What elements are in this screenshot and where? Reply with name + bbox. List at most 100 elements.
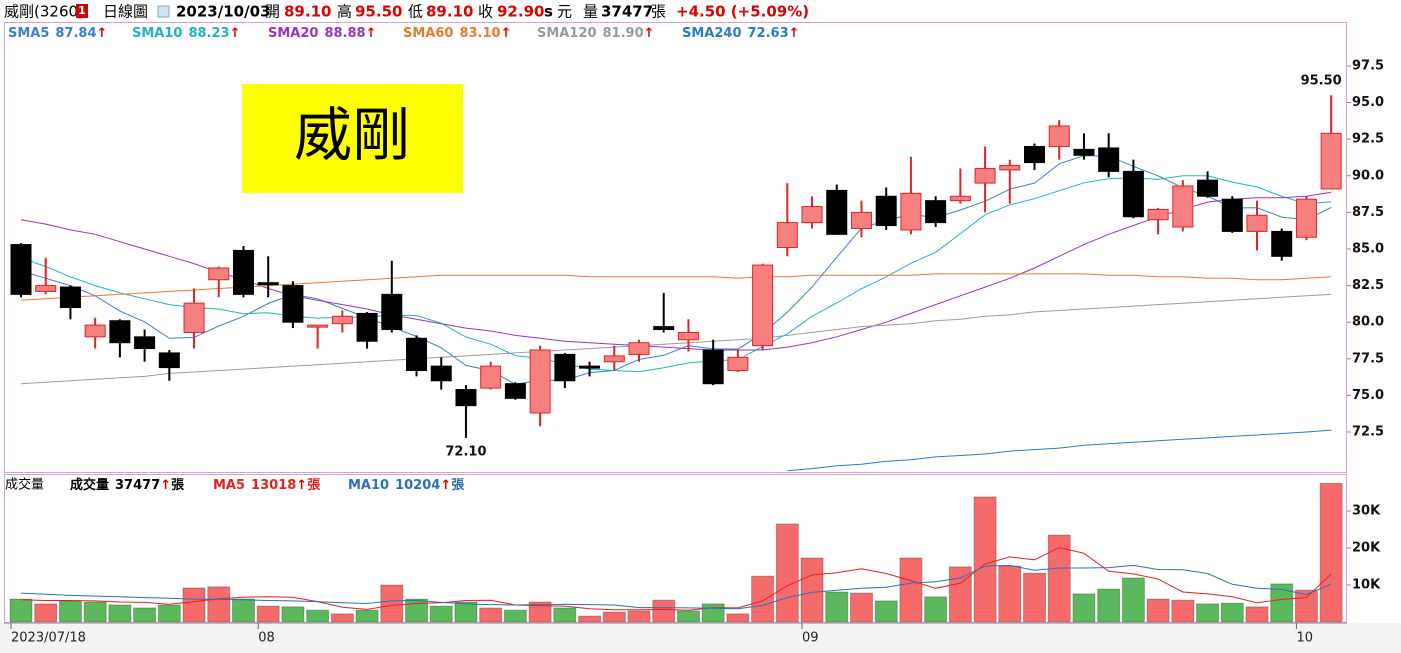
y-tick-label: 30K (1352, 504, 1381, 519)
y-tick-label: 82.5 (1352, 278, 1384, 293)
legend-name: SMA120 (537, 26, 597, 41)
field-value: 89.10 (426, 3, 473, 21)
candle-body (875, 195, 897, 227)
candle-body (1197, 179, 1219, 197)
y-tick-label: 95.0 (1352, 95, 1384, 110)
ma-line (787, 429, 1332, 472)
volume-ma-line (20, 547, 1332, 611)
volume-bar (380, 584, 404, 622)
volume-bar (330, 613, 354, 622)
y-tick-label: 77.5 (1352, 351, 1384, 366)
legend-entry: SMA20 88.88↑ (268, 26, 376, 41)
volume-bar (849, 592, 873, 622)
candle-body (1221, 198, 1243, 232)
badge: 1 (78, 4, 86, 17)
volume-bar (1072, 593, 1096, 622)
candle-body (381, 293, 403, 331)
candle-body (356, 312, 378, 342)
legend-trend: ↑ (296, 478, 307, 493)
volume-bar (1023, 572, 1047, 622)
candle-body (727, 356, 749, 372)
volume-bar (1245, 606, 1269, 622)
legend-trend: ↑ (366, 26, 377, 41)
legend-trend: ↑ (440, 478, 451, 493)
candle-body (1295, 198, 1317, 238)
legend-unit: 張 (171, 478, 185, 493)
candle-body (752, 264, 774, 347)
x-tick-label: 09 (802, 631, 819, 646)
volume-bar (1097, 588, 1121, 622)
legend-trend: ↑ (160, 478, 171, 493)
legend-name: 成交量 (70, 477, 109, 493)
ma-line (20, 293, 1332, 385)
max-label: 95.50 (1301, 74, 1342, 89)
ma-line (20, 175, 1332, 373)
volume: 37477 (601, 3, 653, 21)
date: 2023/10/03 (176, 3, 270, 21)
candle-body (554, 353, 576, 382)
legend-value: 88.23 (188, 26, 229, 41)
field-label: 收 (478, 3, 493, 21)
candle-body (1246, 214, 1268, 232)
candle-body (307, 324, 329, 328)
volume-bar (652, 599, 676, 622)
checkbox[interactable] (157, 5, 170, 18)
volume-bar (503, 609, 527, 622)
change: +4.50 (+5.09%) (676, 3, 809, 21)
candle-body (455, 389, 477, 407)
field-value: 95.50 (355, 3, 402, 21)
y-tick-label: 10K (1352, 578, 1381, 593)
volume-bar (231, 598, 255, 622)
volume-bar (1047, 534, 1071, 622)
volume-bar (726, 613, 750, 622)
volume-bar (405, 598, 429, 622)
legend-value: 81.90 (603, 26, 644, 41)
volume-bar (602, 611, 626, 622)
volume-bar (899, 557, 923, 622)
volume-bar (1319, 482, 1343, 622)
legend-name: SMA240 (682, 26, 742, 41)
volume-bar (998, 565, 1022, 622)
legend-trend: ↑ (644, 26, 655, 41)
volume-bar (775, 523, 799, 622)
legend-trend: ↑ (789, 26, 800, 41)
candle-body (10, 244, 32, 295)
currency: 元 (557, 3, 572, 21)
volume-bar (948, 566, 972, 622)
date-strip (0, 623, 1401, 653)
x-tick-label: 2023/07/18 (11, 631, 86, 646)
volume-bar (281, 606, 305, 622)
candle-body (925, 200, 947, 224)
field-label: 開 (265, 3, 280, 21)
legend-value: 87.84 (55, 26, 96, 41)
legend-entry: SMA240 72.63↑ (682, 26, 800, 41)
y-tick-label: 92.5 (1352, 132, 1384, 147)
volume-bar (553, 607, 577, 622)
candle-body (653, 326, 675, 331)
candle-body (677, 331, 699, 341)
candle-body (850, 211, 872, 229)
volume-bar (355, 609, 379, 622)
legend-name: SMA20 (268, 26, 318, 41)
volume-bar (207, 586, 231, 622)
legend-entry: 成交量 37477↑張 (70, 477, 185, 493)
candle-body (826, 189, 848, 235)
legend-value: 10204 (395, 478, 440, 493)
candle-body (1073, 148, 1095, 156)
period[interactable]: 日線圖 (103, 3, 148, 21)
candle-body (949, 195, 971, 202)
candle-body (504, 383, 526, 399)
candle-body (1024, 145, 1046, 164)
candle-body (59, 286, 81, 309)
volume-bar (34, 603, 58, 622)
legend-entry: SMA5 87.84↑ (8, 26, 107, 41)
volume-bar (1270, 583, 1294, 622)
legend-trend: ↑ (97, 26, 108, 41)
legend-trend: ↑ (501, 26, 512, 41)
field-label: 低 (408, 3, 423, 21)
volume-bar (479, 607, 503, 622)
field-value: 92.90 (497, 3, 544, 21)
candle-body (999, 165, 1021, 171)
y-tick-label: 87.5 (1352, 205, 1384, 220)
volume-bar (454, 601, 478, 622)
